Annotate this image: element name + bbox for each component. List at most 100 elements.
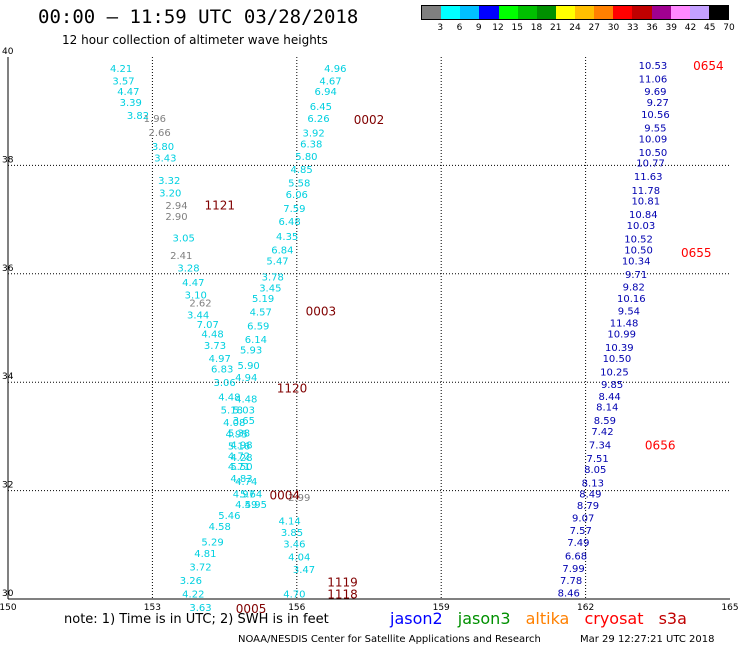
pass-time-label: 1118 — [327, 588, 358, 602]
pass-time-labels: 0654 0002 1121 0655 0003 1120 0656 0004 11191118… — [205, 59, 724, 616]
legend-label: 27 — [588, 23, 600, 33]
wave-height-value: 4.97 — [233, 489, 255, 500]
legend-swatch — [517, 6, 537, 19]
wave-height-value: 5.18 — [221, 405, 243, 416]
wave-height-value: 10.77 — [636, 159, 665, 170]
wave-height-value: 4.67 — [319, 76, 341, 87]
wave-height-value: 6.38 — [300, 140, 322, 151]
footer-timestamp: Mar 29 12:27:21 UTC 2018 — [580, 634, 715, 645]
wave-height-value: 7.07 — [197, 320, 219, 331]
legend-swatch — [708, 6, 728, 19]
wave-height-value: 3.26 — [180, 576, 202, 587]
wave-height-value: 11.48 — [610, 319, 639, 330]
wave-height-value: 3.80 — [152, 142, 174, 153]
wave-height-value: 8.44 — [599, 392, 621, 403]
wave-height-value: 4.70 — [283, 590, 305, 601]
wave-height-value: 6.59 — [247, 321, 269, 332]
wave-height-value: 4.94 — [235, 373, 257, 384]
wave-height-value: 6.68 — [565, 552, 587, 563]
wave-height-value: 11.06 — [639, 75, 668, 86]
x-tick-label: 165 — [721, 603, 738, 613]
legend-label: 24 — [569, 23, 581, 33]
wave-height-values: 1.962.662.942.902.412.622.994.213.574.47… — [110, 61, 670, 614]
legend-label: 12 — [492, 23, 504, 33]
wave-height-value: 3.78 — [262, 273, 284, 284]
wave-height-value: 9.07 — [572, 514, 594, 525]
legend-swatch — [651, 6, 671, 19]
tick-labels: 150 153 156 159 162 165 30 32 34 36 38 40 — [0, 47, 739, 613]
wave-height-value: 4.81 — [194, 549, 216, 560]
wave-height-value: 5.46 — [218, 511, 240, 522]
legend-label: 6 — [456, 23, 463, 33]
wave-height-value: 5.47 — [266, 256, 288, 267]
wave-height-value: 6.26 — [307, 114, 329, 125]
wave-height-value: 10.99 — [607, 329, 636, 340]
wave-height-value: 7.59 — [283, 204, 305, 215]
legend-swatch — [575, 6, 595, 19]
wave-height-value: 3.47 — [293, 565, 315, 576]
wave-height-value: 10.39 — [605, 343, 634, 354]
wave-height-value: 10.53 — [639, 61, 668, 72]
legend-label: 9 — [475, 23, 482, 33]
wave-height-value: 6.06 — [286, 190, 308, 201]
wave-height-value: 4.48 — [218, 392, 240, 403]
wave-height-value: 5.58 — [288, 179, 310, 190]
x-tick-label: 153 — [144, 603, 161, 613]
legend-swatch — [670, 6, 690, 19]
wave-height-value: 8.49 — [579, 489, 601, 500]
footer-note: note: 1) Time is in UTC; 2) SWH is in fe… — [64, 612, 329, 627]
pass-time-label: 0002 — [354, 113, 385, 127]
wave-height-value: 3.10 — [185, 290, 207, 301]
wave-height-value: 8.14 — [596, 403, 618, 414]
legend-swatch — [441, 6, 461, 19]
wave-height-value: 4.21 — [110, 64, 132, 75]
wave-height-value: 10.03 — [627, 221, 656, 232]
y-tick-label: 38 — [2, 155, 14, 165]
wave-height-value: 7.49 — [567, 538, 589, 549]
legend-swatch — [422, 6, 442, 19]
wave-height-value: 3.82 — [127, 111, 149, 122]
legend-label: 18 — [530, 23, 543, 33]
wave-height-value: 3.06 — [213, 378, 235, 389]
pass-time-label: 0655 — [681, 246, 712, 260]
wave-height-value: 10.34 — [622, 256, 651, 267]
wave-height-value: 3.45 — [259, 283, 281, 294]
pass-time-label: 1120 — [277, 382, 308, 396]
wave-height-value: 9.69 — [644, 87, 666, 98]
wave-height-value: 5.64 — [240, 489, 262, 500]
wave-height-value: 5.03 — [233, 405, 255, 416]
wave-height-value: 10.25 — [600, 367, 629, 378]
wave-height-value: 4.47 — [117, 87, 139, 98]
wave-height-value: 8.05 — [584, 465, 606, 476]
wave-height-value: 10.09 — [639, 134, 668, 145]
legend-label: 21 — [550, 23, 562, 33]
wave-height-value: 3.57 — [112, 76, 134, 87]
wave-height-value: 10.52 — [624, 235, 653, 246]
wave-height-value: 5.90 — [238, 361, 260, 372]
wave-height-value: 3.05 — [173, 233, 195, 244]
wave-height-value: 10.50 — [624, 245, 653, 256]
chart-title: 00:00 – 11:59 UTC 03/28/2018 — [38, 6, 359, 28]
wave-height-value: 2.94 — [165, 201, 187, 212]
y-tick-label: 34 — [2, 372, 14, 382]
wave-height-value: 5.38 — [228, 429, 250, 440]
wave-height-value: 6.45 — [310, 102, 332, 113]
wave-height-value: 7.78 — [560, 576, 582, 587]
wave-height-value: 3.39 — [120, 98, 142, 109]
x-tick-label: 159 — [433, 603, 450, 613]
y-tick-label: 30 — [2, 589, 14, 599]
wave-height-value: 4.48 — [235, 394, 257, 405]
wave-height-value: 4.57 — [250, 308, 272, 319]
wave-height-value: 3.65 — [233, 416, 255, 427]
wave-height-value: 10.16 — [617, 294, 646, 305]
wave-height-value: 11.78 — [631, 186, 660, 197]
pass-time-label: 0656 — [645, 439, 676, 453]
axes-frame — [7, 57, 730, 600]
pass-time-label: 1121 — [205, 198, 236, 212]
wave-height-value: 3.32 — [158, 176, 180, 187]
pass-time-label: 0004 — [269, 488, 300, 502]
wave-height-value: 4.95 — [226, 430, 248, 441]
x-tick-label: 156 — [288, 603, 305, 613]
wave-height-value: 7.57 — [570, 526, 592, 537]
wave-height-value: 3.72 — [189, 562, 211, 573]
